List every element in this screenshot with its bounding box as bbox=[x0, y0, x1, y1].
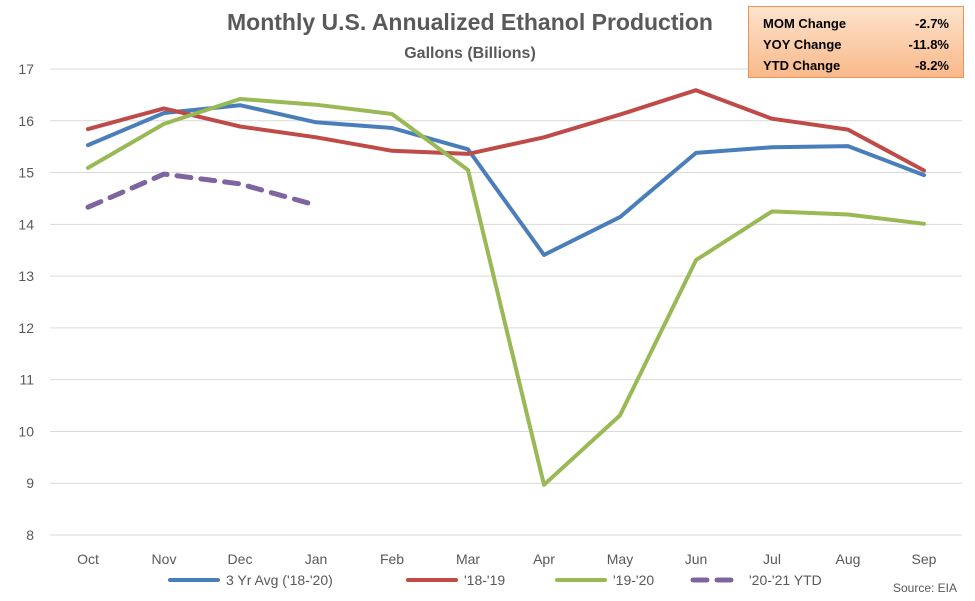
stats-value: -8.2% bbox=[915, 58, 949, 73]
x-tick-label: Dec bbox=[228, 551, 253, 567]
x-tick-label: Sep bbox=[912, 551, 937, 567]
x-tick-label: Oct bbox=[77, 551, 99, 567]
y-tick-label: 16 bbox=[18, 113, 34, 129]
x-tick-label: May bbox=[607, 551, 633, 567]
y-tick-label: 8 bbox=[26, 527, 34, 543]
stats-label: YTD Change bbox=[763, 58, 841, 73]
legend-label: 3 Yr Avg ('18-'20) bbox=[226, 572, 333, 588]
y-tick-label: 17 bbox=[18, 61, 34, 77]
x-tick-label: Feb bbox=[380, 551, 404, 567]
gridlines bbox=[50, 68, 962, 536]
stats-row-ytd: YTD Change -8.2% bbox=[763, 55, 949, 76]
x-tick-label: Jan bbox=[305, 551, 328, 567]
x-tick-label: Nov bbox=[152, 551, 177, 567]
series-line-2 bbox=[86, 97, 926, 487]
y-tick-label: 10 bbox=[18, 423, 34, 439]
stats-row-yoy: YOY Change -11.8% bbox=[763, 34, 949, 55]
x-tick-label: Aug bbox=[836, 551, 861, 567]
legend-label: '19-'20 bbox=[613, 572, 654, 588]
series-line-1 bbox=[86, 88, 926, 173]
source-note: Source: EIA bbox=[893, 581, 957, 595]
y-tick-label: 15 bbox=[18, 165, 34, 181]
x-tick-label: Jul bbox=[763, 551, 781, 567]
y-tick-label: 11 bbox=[19, 372, 34, 388]
y-tick-label: 12 bbox=[18, 320, 34, 336]
series-line-0 bbox=[86, 103, 926, 257]
stats-value: -2.7% bbox=[915, 16, 949, 31]
stats-label: MOM Change bbox=[763, 16, 847, 31]
stats-value: -11.8% bbox=[908, 37, 949, 52]
series-line-3 bbox=[85, 171, 319, 210]
y-axis-ticks: 8 9 10 11 12 13 14 15 16 17 bbox=[18, 61, 34, 543]
legend: 3 Yr Avg ('18-'20) '18-'19 '19-'20 '20-'21 … bbox=[168, 572, 822, 588]
chart-subtitle: Gallons (Billions) bbox=[404, 45, 536, 62]
stats-label: YOY Change bbox=[763, 37, 842, 52]
legend-label: '18-'19 bbox=[464, 572, 505, 588]
series-lines bbox=[85, 88, 926, 487]
y-tick-label: 14 bbox=[18, 216, 34, 232]
legend-label: '20-'21 YTD bbox=[749, 572, 822, 588]
x-axis-ticks: Oct Nov Dec Jan Feb Mar Apr May Jun Jul Aug Sep bbox=[77, 551, 937, 567]
x-tick-label: Jun bbox=[685, 551, 708, 567]
stats-row-mom: MOM Change -2.7% bbox=[763, 13, 949, 34]
chart-title: Monthly U.S. Annualized Ethanol Producti… bbox=[227, 9, 713, 35]
change-stats-box: MOM Change -2.7% YOY Change -11.8% YTD C… bbox=[748, 6, 964, 78]
x-tick-label: Mar bbox=[456, 551, 480, 567]
x-tick-label: Apr bbox=[533, 551, 555, 567]
y-tick-label: 13 bbox=[18, 268, 34, 284]
y-tick-label: 9 bbox=[26, 475, 34, 491]
